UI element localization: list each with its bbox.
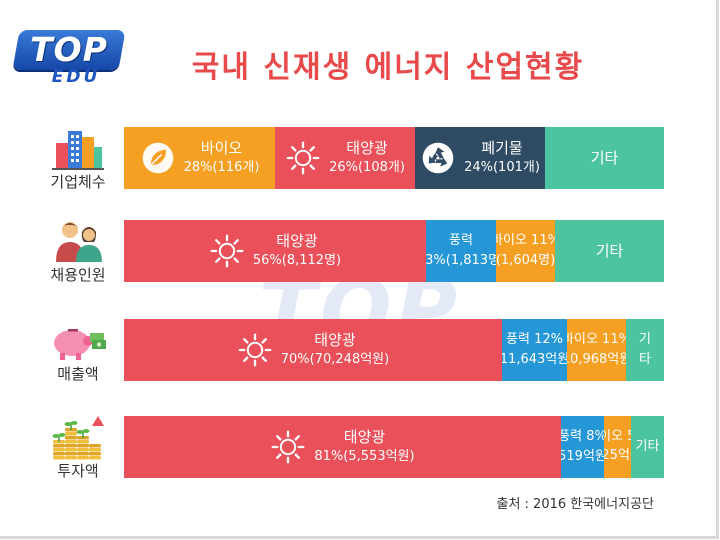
segment-label: 풍력 8% (519억원) <box>561 427 604 467</box>
segment-name: 바이오 5% <box>604 429 631 444</box>
segment-label: 풍력 13%(1,813명) <box>426 231 496 271</box>
bar-segment-bio: 바이오 5% (325억원) <box>604 416 631 478</box>
segment-label: 기 타 <box>639 330 651 370</box>
segment-value: 81%(5,553억원) <box>314 449 415 464</box>
bar-segment-wind: 풍력 13%(1,813명) <box>426 220 496 282</box>
row-label: 투자액 <box>57 462 99 480</box>
bar-segment-solar: 태양광 70%(70,248억원) <box>124 319 502 381</box>
bar-segment-other: 기 타 <box>626 319 664 381</box>
segment-value: (10,968억원) <box>567 352 626 367</box>
bar-segment-other: 기타 <box>545 127 664 189</box>
bar-segment-solar: 태양광 56%(8,112명) <box>124 220 426 282</box>
segment-name: 기타 <box>595 242 624 260</box>
segment-value: (11,643억원) <box>502 352 567 367</box>
source-note: 출처 : 2016 한국에너지공단 <box>496 497 654 512</box>
segment-name: 바이오 11% <box>567 332 626 347</box>
segment-name: 바이오 11% <box>496 233 555 248</box>
segment-value: (1,604명) <box>496 253 555 268</box>
buildings-icon <box>48 123 108 171</box>
segment-value: (325억원) <box>604 448 631 463</box>
segment-label: 태양광 56%(8,112명) <box>253 231 341 271</box>
segment-name: 태양광 <box>314 331 356 349</box>
bar-segment-solar: 태양광 26%(108개) <box>275 127 415 189</box>
segment-label: 기타 <box>591 148 619 168</box>
segment-name: 태양광 <box>346 139 388 157</box>
bar-segment-wind: 풍력 8% (519억원) <box>561 416 604 478</box>
segment-label: 기타 <box>636 437 660 457</box>
segment-value: 26%(108개) <box>329 160 405 175</box>
segment-label: 바이오 11% (10,968억원) <box>567 330 626 370</box>
row-label: 기업체수 <box>50 173 106 191</box>
segment-label: 바이오 5% (325억원) <box>604 428 631 466</box>
sun-icon <box>271 430 305 464</box>
segment-value: 13%(1,813명) <box>426 253 496 268</box>
bar-segment-bio: 바이오 28%(116개) <box>124 127 275 189</box>
stacked-bar: 태양광 81%(5,553억원) 풍력 8% (519억원)바이오 5% (325억원)… <box>124 416 664 478</box>
stacked-bar: 태양광 70%(70,248억원) 풍력 12% (11,643억원)바이오 11% (… <box>124 319 664 381</box>
segment-name: 폐기물 <box>481 139 523 157</box>
segment-value: 70%(70,248억원) <box>280 352 390 367</box>
segment-label: 기타 <box>596 241 624 261</box>
segment-label: 폐기물 24%(101개) <box>464 138 540 178</box>
segment-label: 태양광 26%(108개) <box>329 138 405 178</box>
segment-name: 바이오 <box>200 139 243 157</box>
segment-name: 풍력 8% <box>561 429 604 444</box>
sun-icon <box>238 333 272 367</box>
segment-name: 태양광 <box>276 232 318 250</box>
row-label: 채용인원 <box>50 266 106 284</box>
bar-segment-bio: 바이오 11% (10,968억원) <box>567 319 626 381</box>
bar-segment-solar: 태양광 81%(5,553억원) <box>124 416 561 478</box>
bar-segment-wind: 풍력 12% (11,643억원) <box>502 319 567 381</box>
segment-name: 기 타 <box>639 332 651 367</box>
segment-value: 56%(8,112명) <box>252 253 342 268</box>
bar-segment-waste: 폐기물 24%(101개) <box>415 127 545 189</box>
segment-name: 풍력 12% <box>506 332 563 347</box>
segment-value: (519억원) <box>561 449 604 464</box>
segment-label: 태양광 81%(5,553억원) <box>314 427 414 467</box>
stacked-bar: 태양광 56%(8,112명) 풍력 13%(1,813명)바이오 11% (1,604… <box>124 220 664 282</box>
segment-label: 태양광 70%(70,248억원) <box>281 330 389 370</box>
bar-segment-other: 기타 <box>555 220 664 282</box>
coin-plant-icon <box>48 412 108 460</box>
people-icon <box>48 216 108 264</box>
recycle-icon <box>422 142 454 174</box>
logo-edu-text: EDU <box>51 67 101 87</box>
leaf-icon <box>142 142 173 174</box>
stacked-bar: 바이오 28%(116개) 태양광 26%(108개) 폐기물 24%(101개) 기타 <box>124 127 664 189</box>
segment-name: 기타 <box>635 439 660 454</box>
top-edu-logo: TOP EDU <box>12 30 126 88</box>
segment-label: 바이오 11% (1,604명) <box>496 231 555 271</box>
sun-icon <box>210 234 244 268</box>
piggy-bank-icon <box>48 315 108 363</box>
bar-segment-other: 기타 <box>631 416 664 478</box>
sun-icon <box>286 141 320 175</box>
segment-name: 태양광 <box>343 428 386 446</box>
page-title: 국내 신재생 에너지 산업현황 <box>191 50 585 85</box>
row-label: 매출액 <box>57 365 99 383</box>
segment-name: 풍력 <box>449 233 473 248</box>
segment-label: 바이오 28%(116개) <box>184 138 260 178</box>
segment-label: 풍력 12% (11,643억원) <box>502 330 567 370</box>
segment-value: 24%(101개) <box>464 160 540 175</box>
segment-value: 28%(116개) <box>183 160 260 175</box>
segment-name: 기타 <box>590 149 619 167</box>
bar-segment-bio: 바이오 11% (1,604명) <box>496 220 555 282</box>
